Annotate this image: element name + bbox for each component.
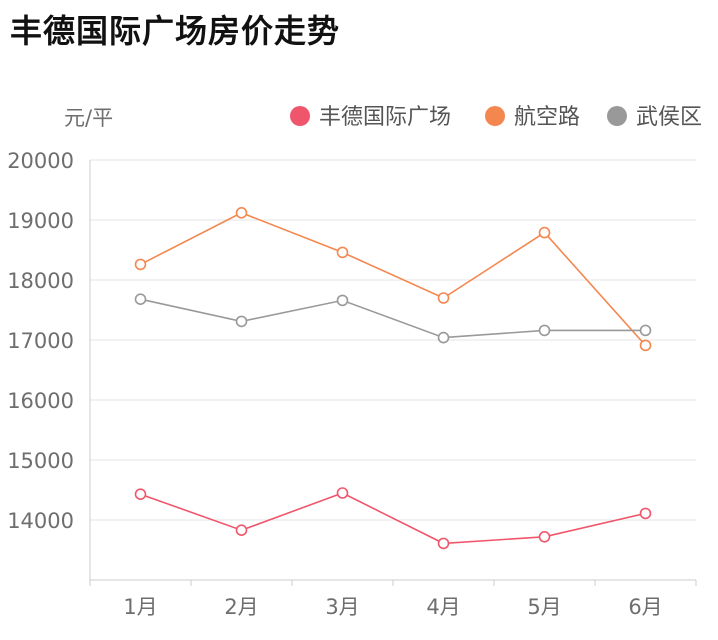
data-point (538, 226, 551, 239)
data-point (437, 292, 450, 304)
y-tick-label: 19000 (7, 209, 74, 233)
y-tick-label: 18000 (7, 269, 74, 293)
data-point (235, 524, 248, 537)
legend-marker (485, 106, 505, 126)
series-line (140, 298, 646, 339)
data-point (437, 537, 450, 550)
legend-marker (290, 106, 310, 126)
data-point (336, 294, 349, 307)
series-line (140, 211, 647, 346)
x-tick-label: 6月 (628, 595, 662, 619)
data-point (639, 507, 652, 520)
legend-label: 武侯区 (636, 105, 702, 130)
x-tick-label: 4月 (426, 595, 460, 619)
data-point (538, 324, 551, 337)
y-tick-label: 17000 (7, 329, 74, 353)
data-point (134, 258, 147, 271)
chart-title: 丰德国际广场房价走势 (10, 12, 341, 50)
series-line (140, 492, 646, 545)
legend-label: 航空路 (514, 105, 580, 130)
y-tick-label: 16000 (7, 389, 74, 413)
data-point (538, 530, 551, 543)
data-point (235, 207, 248, 219)
data-point (134, 488, 147, 501)
y-tick-label: 20000 (7, 149, 74, 173)
x-tick-label: 1月 (123, 595, 157, 619)
data-point (437, 331, 450, 344)
y-axis-label: 元/平 (64, 106, 113, 130)
data-point (336, 487, 349, 499)
data-point (639, 339, 652, 352)
x-tick-label: 3月 (325, 595, 359, 619)
y-tick-label: 14000 (7, 509, 74, 533)
data-point (235, 315, 248, 328)
data-point (639, 324, 652, 337)
data-point (134, 293, 147, 306)
legend-label: 丰德国际广场 (319, 105, 451, 130)
data-point (336, 246, 349, 259)
legend-marker (607, 106, 627, 126)
y-tick-label: 15000 (7, 449, 74, 473)
x-tick-label: 5月 (527, 595, 561, 619)
x-tick-label: 2月 (224, 595, 258, 619)
